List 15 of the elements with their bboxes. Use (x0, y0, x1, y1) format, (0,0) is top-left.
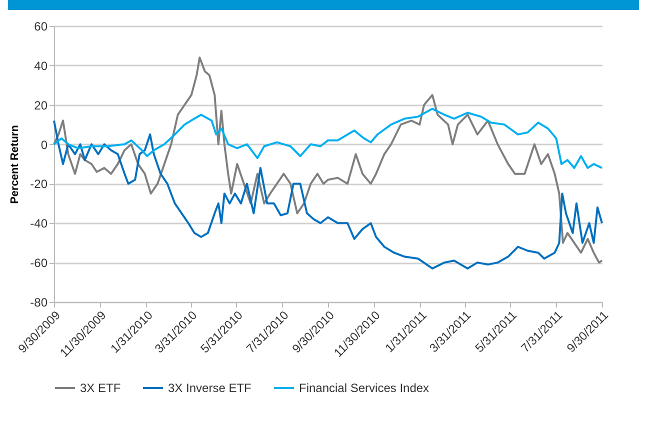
y-tick-label: 60 (34, 20, 48, 34)
line-series (53, 56, 603, 264)
y-tick-label: -80 (30, 296, 48, 310)
legend-label: 3X Inverse ETF (168, 381, 252, 395)
y-tick-label: -60 (30, 256, 48, 270)
legend-label: 3X ETF (80, 381, 121, 395)
y-tick-label: -40 (30, 216, 48, 231)
line-series (53, 120, 603, 270)
y-tick-label: -20 (30, 177, 48, 192)
legend-label: Financial Services Index (299, 381, 430, 395)
y-axis-title: Percent Return (9, 124, 22, 204)
y-tick-label: 20 (34, 98, 48, 112)
line-series (53, 108, 603, 169)
y-tick-label: 0 (40, 138, 48, 152)
y-tick-label: 40 (34, 58, 48, 73)
